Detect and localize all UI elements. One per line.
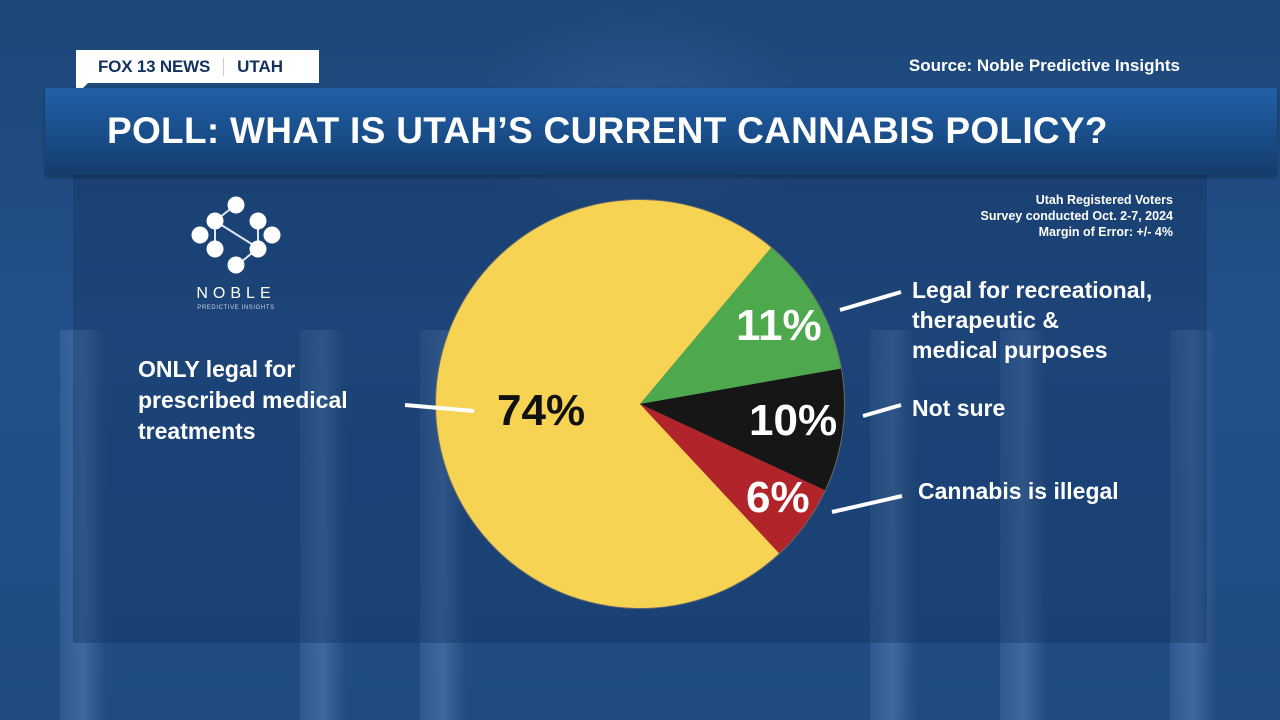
label-red-line1: Cannabis is illegal — [918, 478, 1119, 504]
survey-info: Utah Registered Voters Survey conducted … — [981, 192, 1173, 240]
network-bug: FOX 13 NEWS UTAH — [76, 50, 319, 83]
slice-green — [640, 247, 841, 404]
label-yellow: ONLY legal for prescribed medical treatm… — [138, 354, 348, 447]
label-yellow-line2: prescribed medical — [138, 387, 348, 413]
survey-margin: Margin of Error: +/- 4% — [1038, 225, 1173, 239]
title-banner: POLL: WHAT IS UTAH’S CURRENT CANNABIS PO… — [45, 88, 1277, 175]
label-green-line3: medical purposes — [912, 337, 1108, 363]
logo-wordmark: NOBLE — [196, 285, 276, 302]
survey-population: Utah Registered Voters — [1035, 193, 1173, 207]
logo-tagline: PREDICTIVE INSIGHTS — [197, 305, 275, 311]
pct-yellow: 74% — [497, 386, 585, 435]
slice-yellow — [435, 199, 780, 608]
divider — [223, 57, 225, 76]
slice-red — [640, 404, 825, 554]
label-yellow-line1: ONLY legal for — [138, 356, 296, 382]
pct-black: 10% — [749, 396, 837, 445]
label-green: Legal for recreational, therapeutic & me… — [912, 275, 1152, 365]
leader-line-green — [839, 290, 902, 312]
leader-line-red — [831, 494, 903, 514]
label-green-line2: therapeutic & — [912, 307, 1059, 333]
slice-black — [640, 368, 844, 491]
survey-dates: Survey conducted Oct. 2-7, 2024 — [980, 209, 1173, 223]
leader-line-black — [862, 403, 902, 418]
leader-line-yellow — [404, 403, 475, 413]
source-credit: Source: Noble Predictive Insights — [908, 56, 1180, 75]
label-black: Not sure — [912, 393, 1005, 424]
label-green-line1: Legal for recreational, — [912, 277, 1153, 303]
label-yellow-line3: treatments — [138, 418, 256, 444]
label-black-line1: Not sure — [912, 395, 1006, 421]
page-title: POLL: WHAT IS UTAH’S CURRENT CANNABIS PO… — [107, 110, 1108, 151]
pct-green: 11% — [736, 301, 822, 350]
label-red: Cannabis is illegal — [918, 476, 1119, 507]
location-name: UTAH — [237, 56, 284, 76]
pct-red: 6% — [746, 473, 810, 522]
noble-network-n-icon — [191, 196, 281, 274]
network-name: FOX 13 NEWS — [98, 56, 211, 76]
noble-logo: NOBLE PREDICTIVE INSIGHTS — [188, 193, 284, 318]
leader-lines — [404, 290, 903, 514]
